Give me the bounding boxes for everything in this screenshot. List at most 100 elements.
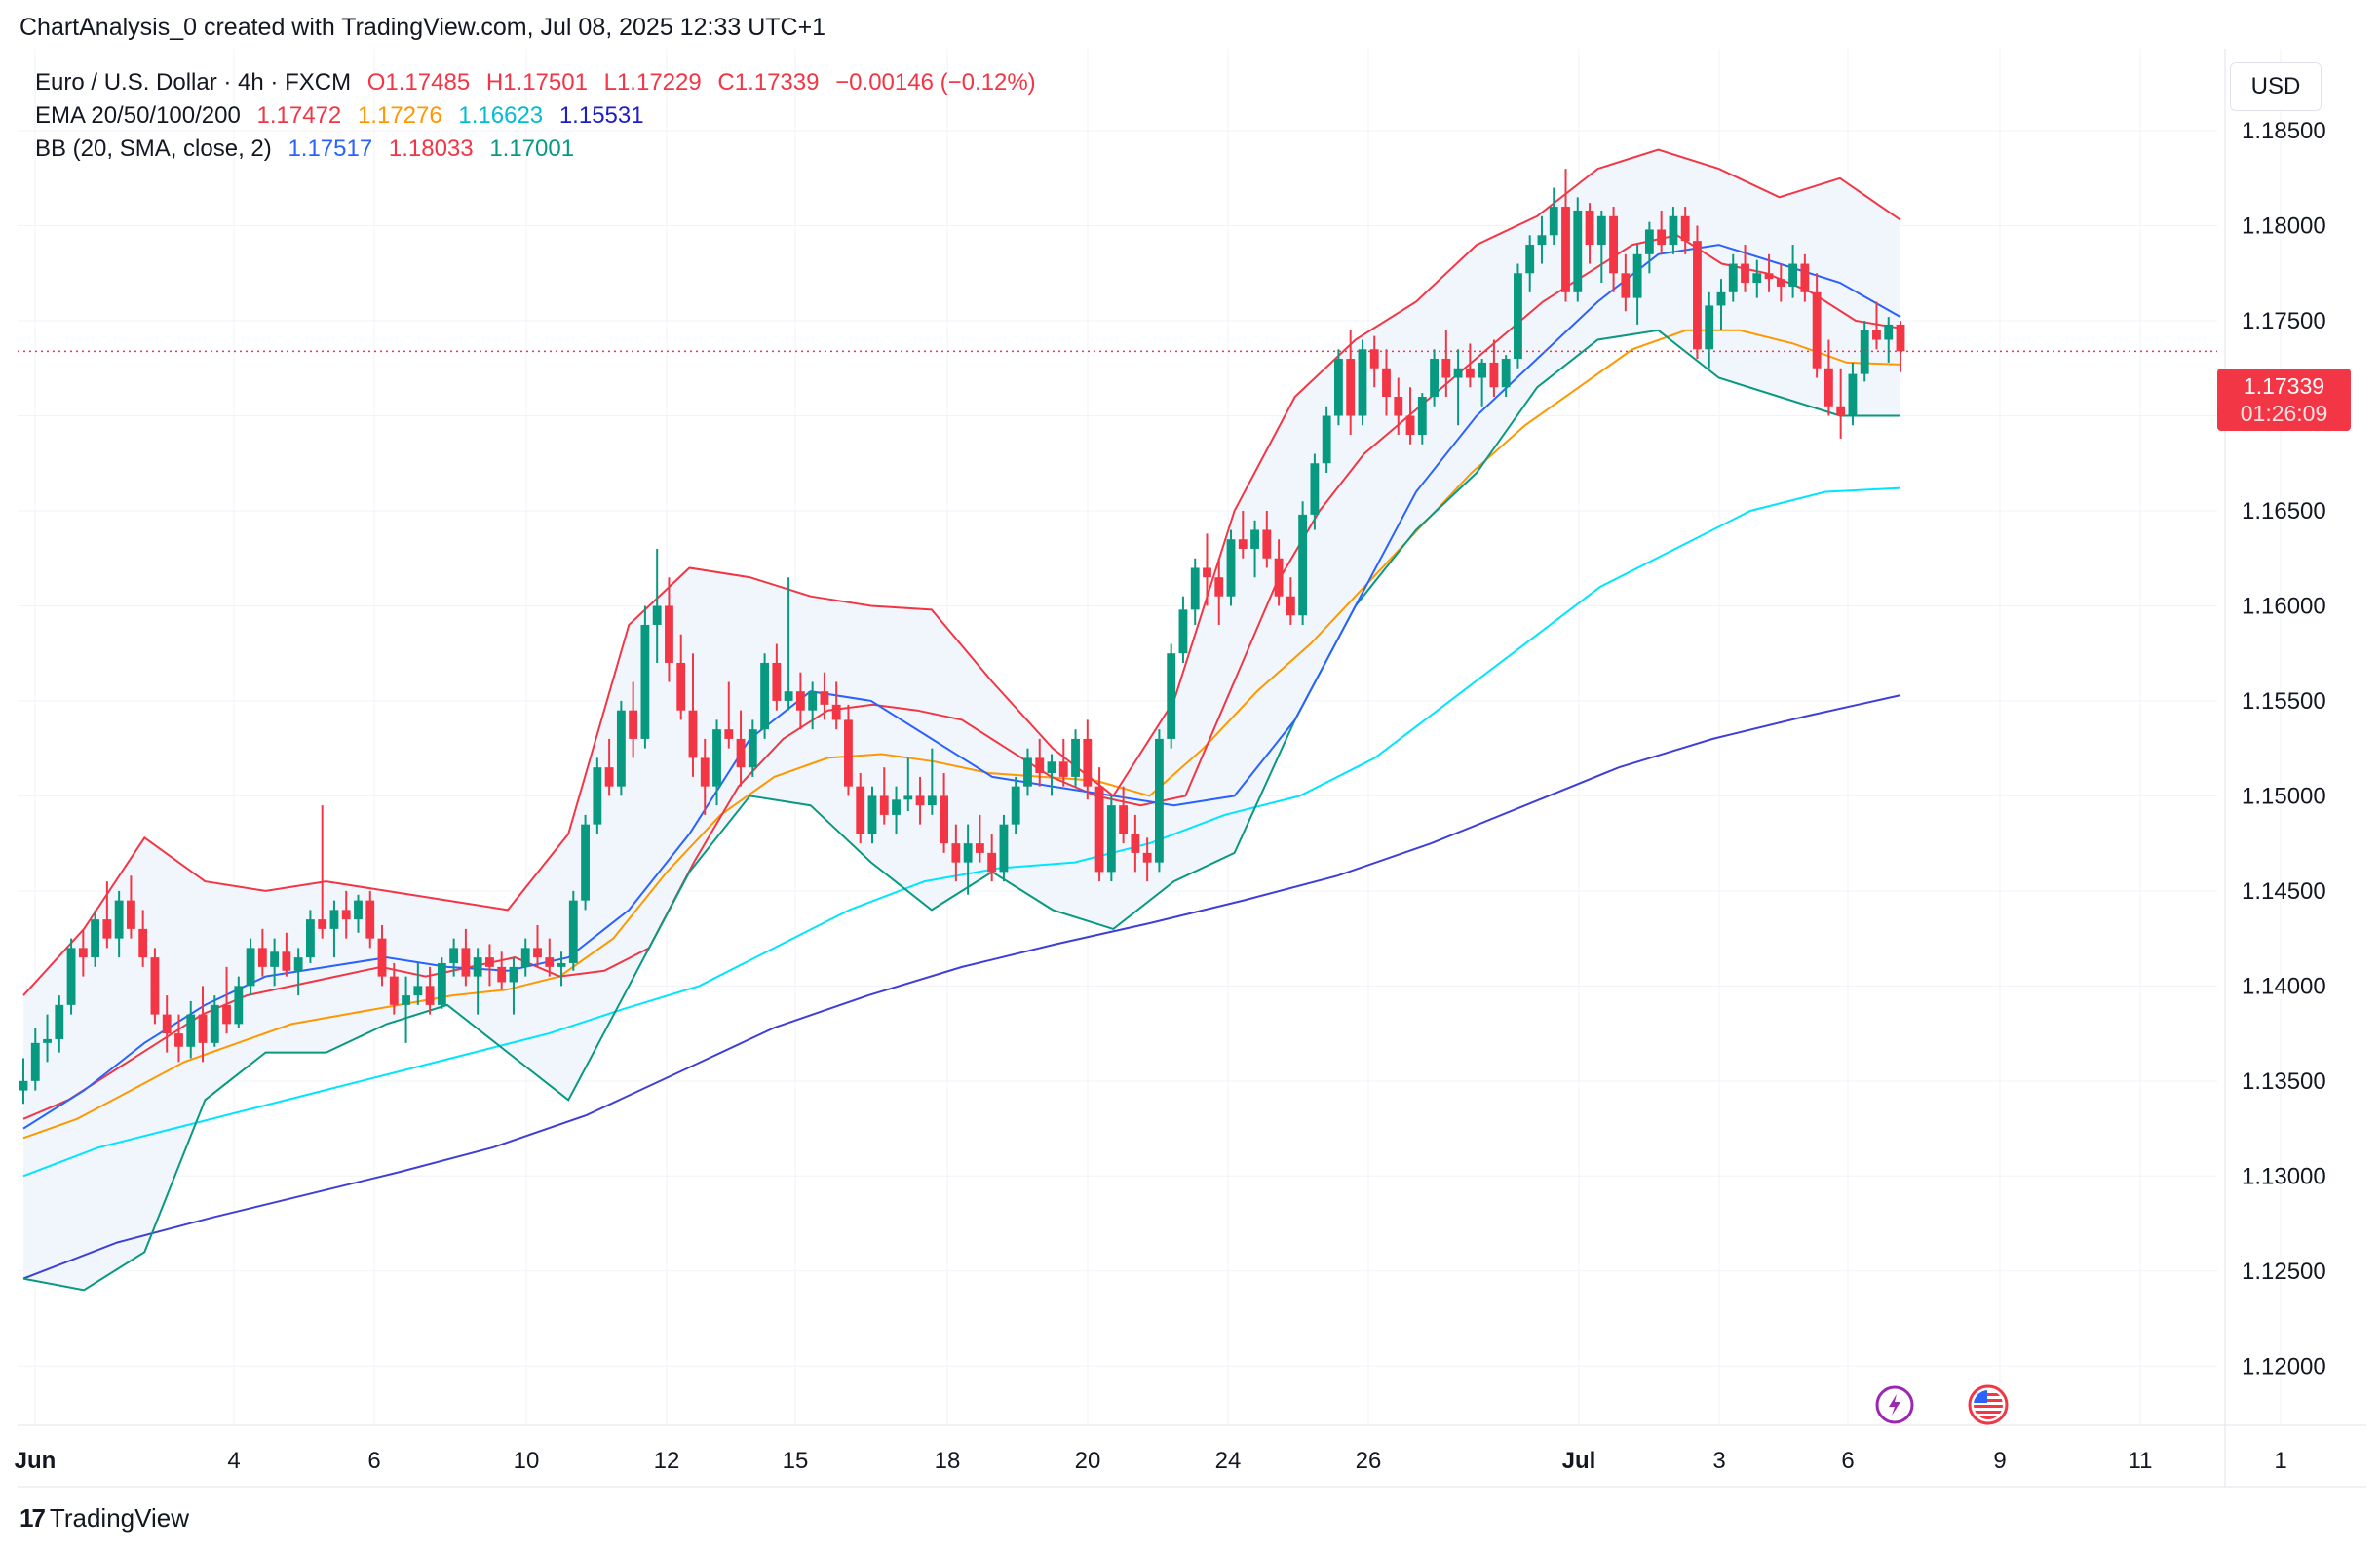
candle-body (1083, 738, 1093, 787)
candle (879, 767, 889, 825)
candle (951, 824, 961, 882)
candle-body (293, 957, 303, 971)
y-tick-label: 1.12500 (2242, 1259, 2326, 1285)
currency-selector[interactable]: USD (2230, 62, 2322, 111)
candle (1071, 729, 1080, 787)
last-price-value: 1.17339 (2243, 373, 2325, 399)
y-tick-label: 1.13000 (2242, 1163, 2326, 1189)
candle-body (341, 910, 351, 920)
candle-body (533, 948, 542, 958)
candle-body (114, 900, 124, 939)
candle-body (437, 962, 446, 1005)
candle (55, 995, 64, 1053)
candle-body (520, 948, 530, 967)
candle (1800, 253, 1810, 302)
candle (1788, 245, 1798, 298)
candle-body (867, 795, 877, 834)
candle-body (808, 691, 818, 711)
ema-label[interactable]: EMA 20/50/100/200 (35, 102, 241, 129)
x-tick-label: 10 (514, 1448, 540, 1474)
candle-body (1549, 207, 1558, 236)
us-flag-icon[interactable] (1968, 1384, 2009, 1425)
candle-body (987, 852, 997, 873)
candle (497, 951, 507, 990)
y-tick-label: 1.14000 (2242, 973, 2326, 999)
open-value: O1.17485 (366, 69, 471, 96)
candle (1274, 539, 1284, 606)
candle-body (1800, 263, 1810, 292)
candle-body (402, 995, 410, 1005)
candle (1741, 245, 1749, 292)
ema-lines (22, 234, 1901, 1280)
candle (724, 681, 734, 749)
y-axis: 1.12000 1.12500 1.13000 1.13500 1.14000 1.145… (2242, 118, 2326, 1379)
symbol-row: Euro / U.S. Dollar · 4h · FXCM O1.17485 … (35, 66, 1046, 99)
candle-body (1154, 738, 1164, 863)
candle (1896, 321, 1905, 372)
candle-body (1382, 368, 1391, 398)
bollinger-band-lines (22, 148, 1901, 1292)
candle (1453, 349, 1463, 426)
bb-lower-value: 1.17001 (489, 136, 575, 162)
candle-body (509, 966, 518, 983)
candle (1728, 253, 1738, 302)
candle (1430, 349, 1439, 407)
candle-body (616, 710, 626, 787)
ema20-line (22, 234, 1901, 1120)
last-price-badge: 1.17339 01:26:09 (2217, 369, 2351, 431)
candle-body (30, 1042, 40, 1081)
bb-upper-value: 1.18033 (388, 136, 474, 162)
candle-body (712, 729, 721, 787)
candle-body (1346, 359, 1356, 416)
candle-body (903, 795, 913, 800)
candle (903, 757, 913, 812)
candle-body (1525, 245, 1535, 274)
candle-body (413, 986, 423, 996)
candle (1358, 339, 1367, 426)
candle (700, 738, 710, 815)
lightning-icon[interactable] (1875, 1385, 1914, 1424)
x-tick-label: 26 (1356, 1448, 1382, 1474)
candle-body (927, 795, 937, 806)
tradingview-logo[interactable]: 17 TradingView (19, 1503, 189, 1533)
candle (760, 653, 770, 739)
bb-label[interactable]: BB (20, SMA, close, 2) (35, 136, 272, 162)
candle-body (1573, 210, 1583, 292)
candle-body (593, 767, 602, 825)
x-tick-label: 3 (1712, 1448, 1725, 1474)
candle-body (1489, 362, 1499, 388)
candle (1573, 197, 1583, 302)
candle-body (1752, 273, 1762, 284)
candle (1848, 362, 1858, 426)
candle (1167, 643, 1176, 749)
candle-body (1131, 834, 1140, 853)
candle (1047, 754, 1056, 796)
change-value: −0.00146 (−0.12%) (835, 69, 1036, 96)
candle-body (1417, 397, 1427, 436)
candle (1346, 330, 1356, 436)
candle (1142, 837, 1152, 882)
candle (1058, 738, 1068, 787)
candle (1537, 215, 1547, 264)
y-tick-label: 1.15500 (2242, 688, 2326, 715)
candle (1298, 501, 1308, 625)
candle-body (1657, 229, 1667, 246)
symbol-name[interactable]: Euro / U.S. Dollar · 4h · FXCM (35, 69, 352, 96)
candle (1405, 387, 1415, 445)
candle (1369, 335, 1379, 388)
candle-body (1596, 215, 1606, 246)
candle-body (1142, 852, 1152, 863)
candle-body (1848, 373, 1858, 416)
candle (844, 704, 853, 796)
bb-lower-line (22, 329, 1900, 1292)
candle (795, 672, 805, 730)
candle (1549, 187, 1558, 246)
candle (234, 976, 244, 1028)
candle (831, 681, 841, 730)
candle (1238, 510, 1248, 559)
candle-body (377, 938, 387, 977)
candle (1119, 786, 1129, 844)
candle (186, 1000, 196, 1059)
candle (174, 1014, 183, 1063)
